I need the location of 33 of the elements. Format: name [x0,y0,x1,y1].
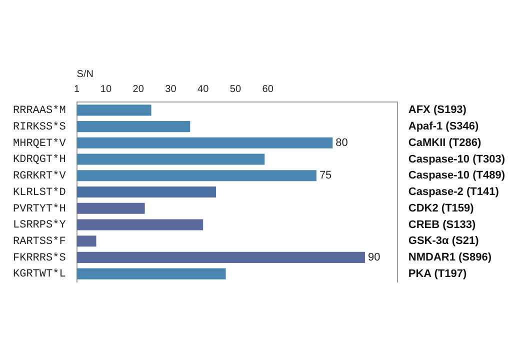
y-tick-label: KGRTWT*L [12,268,66,281]
data-label: 75 [319,170,332,182]
y2-tick-label: Apaf-1 (S346) [408,120,480,133]
y-tick-label: MHRQET*V [12,138,66,150]
x-tick-label: 60 [262,84,274,95]
x-tick-label: 1 [74,84,80,95]
x-tick-label: 40 [198,84,210,95]
x-tick-label: 50 [230,84,242,95]
y2-tick-label: NMDAR1 (S896) [408,251,492,264]
y-tick-label: RRRAAS*M [12,105,66,118]
y2-tick-label: PKA (T197) [408,268,468,280]
y2-tick-label: CaMKII (T286) [408,136,482,149]
y-tick-label: RARTSS*F [12,236,66,248]
x-tick-label: 20 [132,84,144,95]
y-tick-label: RIRKSS*S [12,121,66,134]
y-tick-label: RGRKRT*V [12,170,66,183]
y2-tick-label: GSK-3α (S21) [408,235,480,248]
y2-tick-label: Caspase-10 (T489) [408,170,506,182]
y2-tick-label: Caspase-2 (T141) [408,186,500,198]
y-tick-label: KDRQGT*H [12,154,66,166]
data-label: 90 [368,251,380,264]
data-label: 80 [336,136,348,149]
y-tick-label: KLRLST*D [12,186,66,199]
y2-tick-label: AFX (S193) [408,104,467,116]
y-tick-label: FKRRRS*S [12,252,66,264]
y-tick-label: LSRRPS*Y [12,220,66,232]
x-axis-title: S/N [76,68,94,80]
y2-tick-label: CDK2 (T159) [408,202,474,214]
y-tick-label: PVRTYT*H [12,203,66,216]
y2-tick-label: Caspase-10 (T303) [408,153,506,166]
x-tick-label: 10 [100,84,112,95]
y2-tick-label: CREB (S133) [408,218,476,231]
x-tick-label: 30 [165,84,177,95]
